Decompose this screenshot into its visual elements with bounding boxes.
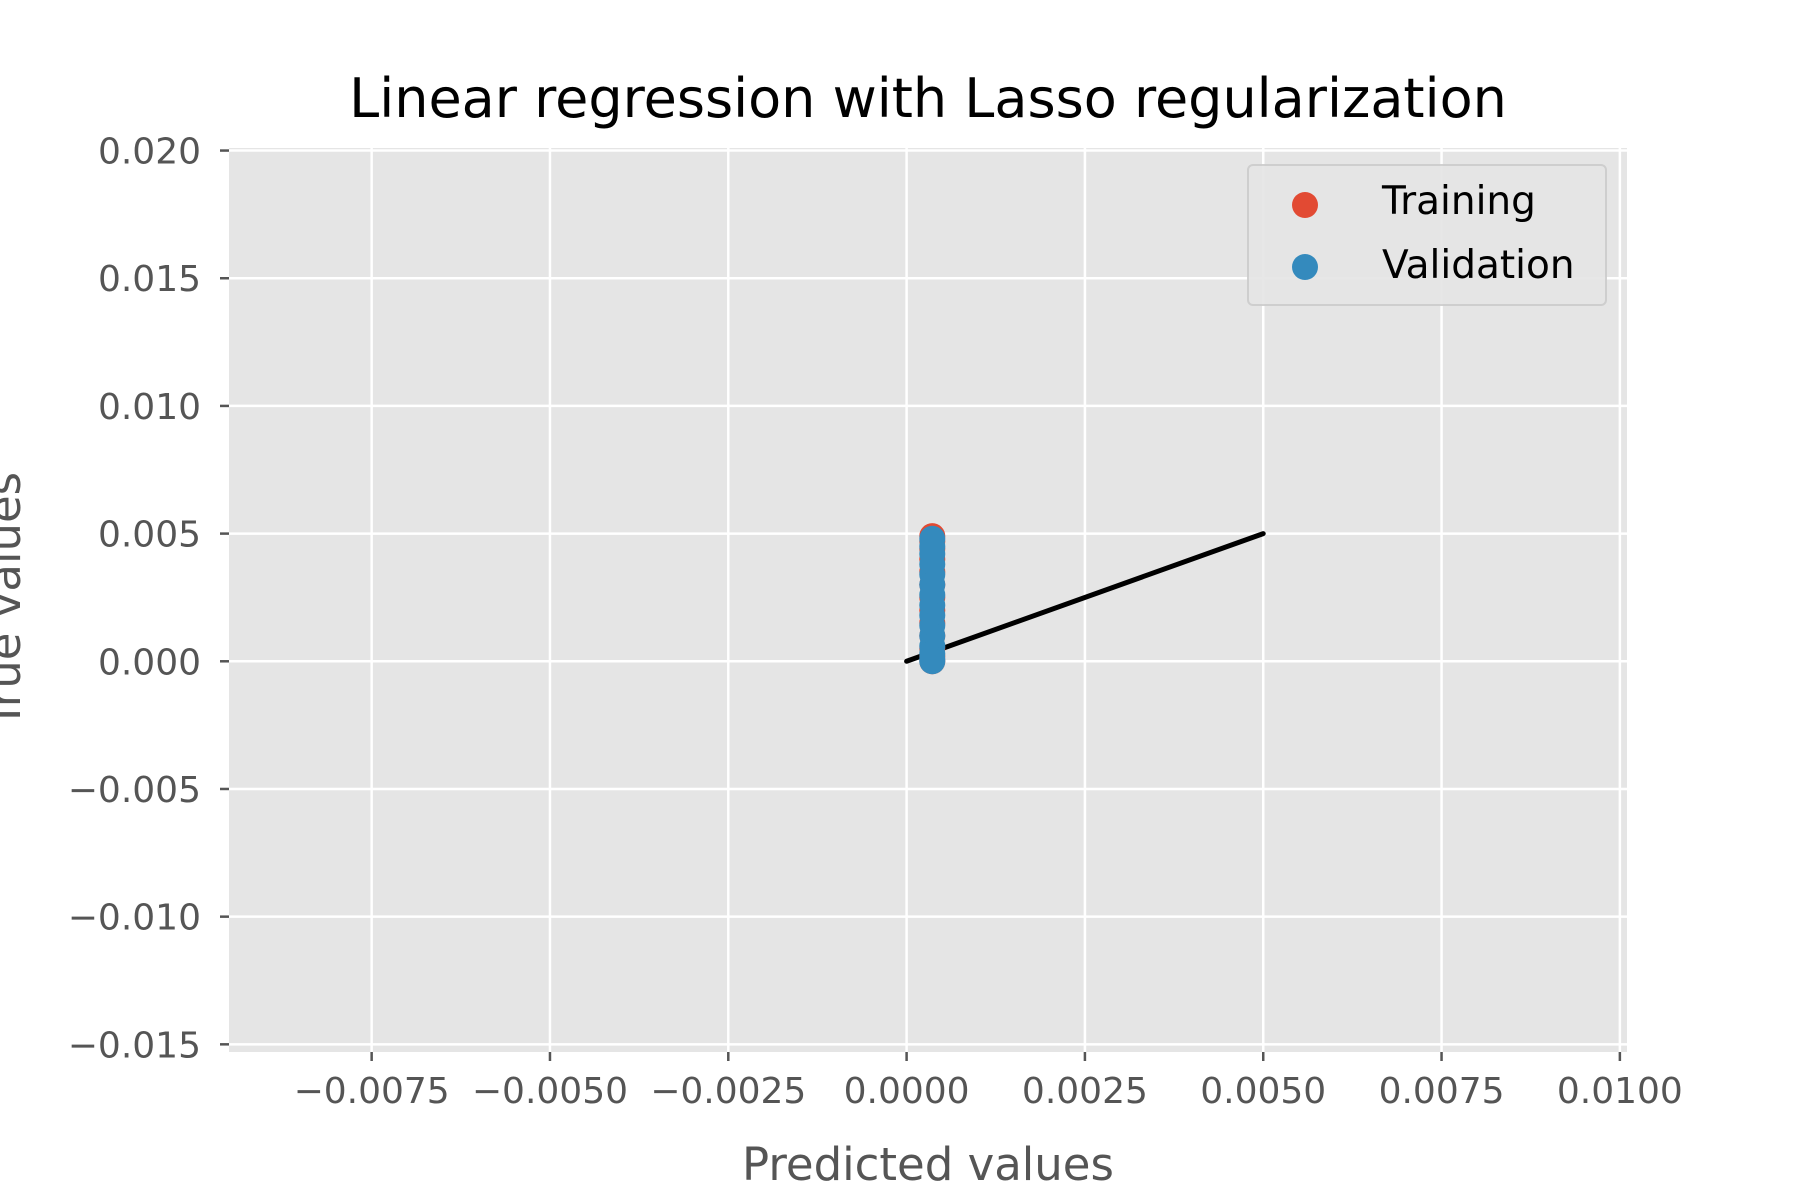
legend-label-validation: Validation	[1382, 243, 1575, 288]
legend: Training Validation	[1247, 164, 1607, 306]
y-tick-label: −0.005	[68, 770, 201, 811]
ticks: −0.0075 −0.0050 −0.0025 0.0000 0.0025 0.0050 0…	[68, 132, 1683, 1112]
x-tick-label: 0.0075	[1379, 1071, 1505, 1112]
x-tick-label: 0.0100	[1557, 1071, 1683, 1112]
legend-label-training: Training	[1381, 179, 1536, 224]
chart-title: Linear regression with Lasso regularizat…	[349, 67, 1507, 130]
x-tick-label: −0.0050	[472, 1071, 628, 1112]
y-tick-label: 0.000	[98, 642, 201, 683]
x-tick-label: 0.0050	[1200, 1071, 1326, 1112]
y-tick-label: −0.015	[68, 1025, 201, 1066]
x-tick-label: −0.0025	[650, 1071, 806, 1112]
reference-line	[904, 531, 1266, 664]
x-tick-label: −0.0075	[294, 1071, 450, 1112]
legend-marker-validation	[1292, 254, 1318, 280]
y-tick-label: 0.010	[98, 387, 201, 428]
x-axis-label: Predicted values	[742, 1138, 1114, 1191]
data-point-validation	[919, 648, 946, 675]
x-tick-label: 0.0025	[1022, 1071, 1148, 1112]
legend-box	[1247, 164, 1607, 306]
y-tick-label: 0.005	[98, 515, 201, 556]
identity-line	[904, 531, 1266, 664]
y-tick-label: −0.010	[68, 898, 201, 939]
x-tick-label: 0.0000	[844, 1071, 970, 1112]
data-points	[919, 523, 946, 675]
y-tick-label: 0.020	[98, 132, 201, 173]
legend-marker-training	[1292, 192, 1318, 218]
y-tick-label: 0.015	[98, 259, 201, 300]
y-axis-label: True values	[0, 472, 31, 729]
